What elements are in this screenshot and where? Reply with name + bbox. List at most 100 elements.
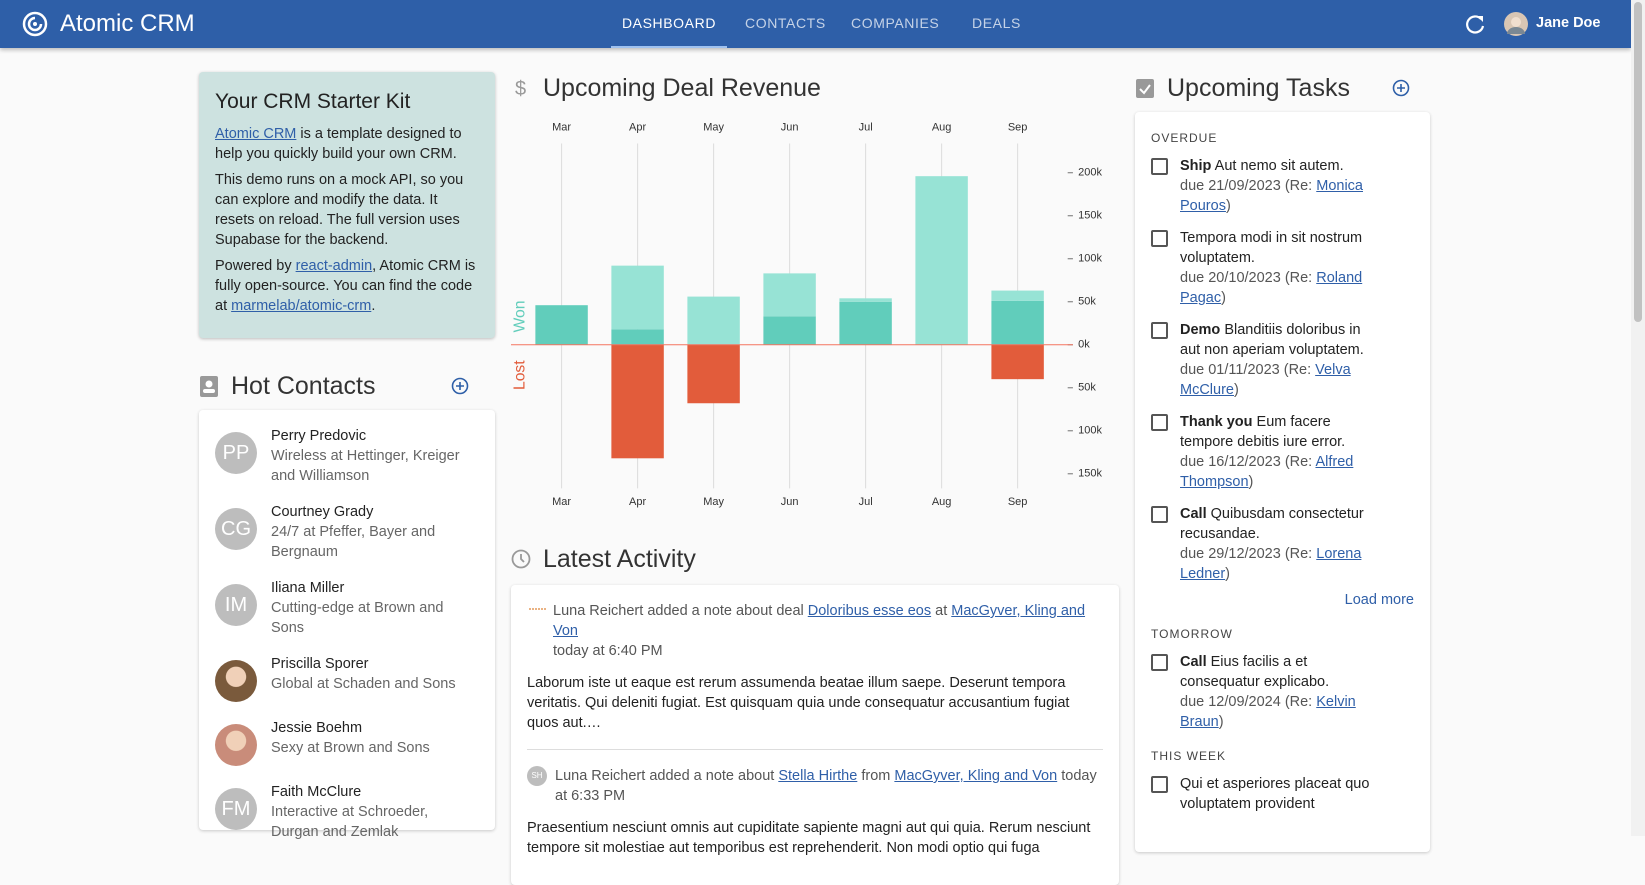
bar: [839, 298, 892, 302]
task-text: Demo Blanditiis doloribus in aut non ape…: [1180, 320, 1380, 360]
svg-text:$: $: [515, 78, 526, 100]
due-text: due 16/12/2023 (Re:: [1180, 454, 1313, 470]
checkbox[interactable]: [1151, 776, 1168, 793]
refresh-button[interactable]: [1464, 13, 1486, 35]
task-due: due 01/11/2023 (Re: Velva McClure): [1180, 360, 1380, 400]
app-bar: Atomic CRM DASHBOARD CONTACTS COMPANIES …: [0, 0, 1631, 48]
tasks-icon: [1136, 79, 1154, 98]
load-more[interactable]: Load more: [1344, 592, 1414, 608]
avatar: PP: [215, 432, 257, 474]
user-name[interactable]: Jane Doe: [1536, 15, 1601, 31]
nav-tab[interactable]: CONTACTS: [745, 15, 826, 31]
task-due: due 12/09/2024 (Re: Kelvin Braun): [1180, 692, 1380, 732]
close-paren: ): [1225, 566, 1230, 582]
contact-link[interactable]: Velva McClure: [1180, 362, 1351, 398]
task-desc: Quibusdam consectetur recusandae.: [1180, 506, 1364, 542]
bar: [763, 316, 816, 345]
contact-link[interactable]: Lorena Ledner: [1180, 546, 1362, 582]
checkbox[interactable]: [1151, 158, 1168, 175]
contact-row[interactable]: Priscilla Sporer Global at Schaden and So…: [199, 646, 495, 710]
contact-row[interactable]: PP Perry Predovic Wireless at Hettinger, K…: [199, 418, 495, 494]
checkbox[interactable]: [1151, 654, 1168, 671]
link[interactable]: Stella Hirthe: [778, 768, 858, 784]
note-body: Praesentium nesciunt omnis aut cupiditat…: [527, 820, 1091, 856]
x-tick-label: Mar: [552, 122, 571, 134]
author: Luna Reichert: [555, 768, 646, 784]
app-name[interactable]: Atomic CRM: [60, 10, 195, 37]
user-avatar[interactable]: [1504, 12, 1528, 36]
task-due: due 29/12/2023 (Re: Lorena Ledner): [1180, 544, 1380, 584]
x-tick-label: Sep: [1008, 122, 1028, 134]
close-paren: ): [1248, 474, 1254, 490]
y-tick-label: 100k: [1078, 253, 1102, 265]
checkbox[interactable]: [1151, 506, 1168, 523]
task-body: Thank you Eum facere tempore debitis iur…: [1180, 412, 1380, 492]
link[interactable]: marmelab/atomic-crm: [231, 298, 372, 314]
section-title: Upcoming Tasks: [1167, 73, 1350, 102]
contact-detail: Cutting-edge at Brown and Sons: [271, 600, 444, 636]
starter-kit: Your CRM Starter Kit Atomic CRM is a tem…: [199, 72, 495, 338]
checkbox[interactable]: [1151, 414, 1168, 431]
checkbox[interactable]: [1151, 322, 1168, 339]
link[interactable]: react-admin: [295, 258, 373, 274]
link[interactable]: MacGyver, Kling and Von: [894, 768, 1058, 784]
x-tick-label: Aug: [932, 122, 952, 134]
task-due: due 20/10/2023 (Re: Roland Pagac): [1180, 268, 1380, 308]
contact-detail: Wireless at Hettinger, Kreiger and Willi…: [271, 448, 460, 484]
page: Atomic CRM DASHBOARD CONTACTS COMPANIES …: [0, 0, 1645, 856]
task-desc: Eum facere tempore debitis iure error.: [1180, 414, 1346, 450]
add-task[interactable]: [1392, 79, 1410, 97]
x-tick-label: Jun: [781, 122, 799, 134]
text: at: [935, 603, 948, 619]
link[interactable]: Doloribus esse eos: [807, 603, 932, 619]
due-text: due 29/12/2023 (Re:: [1180, 546, 1313, 562]
x-tick-label: Mar: [552, 496, 571, 508]
due-text: due 01/11/2023 (Re:: [1180, 362, 1312, 378]
dollar-icon: $: [515, 78, 526, 100]
checkbox[interactable]: [1151, 230, 1168, 247]
contact-row[interactable]: IM Iliana Miller Cutting-edge at Brown and…: [199, 570, 495, 646]
activity-item: SH Luna Reichert added a note about Stel…: [511, 750, 1119, 874]
kit-text: This demo runs on a mock API, so you can…: [215, 172, 464, 248]
section-title: Upcoming Deal Revenue: [543, 73, 821, 102]
task-type: Ship: [1180, 158, 1212, 174]
x-tick-label: Jul: [859, 122, 873, 134]
contact-name: Iliana Miller: [271, 580, 345, 596]
contact-link[interactable]: Alfred Thompson: [1180, 454, 1354, 490]
contacts-icon: [200, 376, 218, 397]
add-contact[interactable]: [451, 377, 469, 395]
contact-link[interactable]: Monica Pouros: [1180, 178, 1363, 214]
contact-row[interactable]: Jessie Boehm Sexy at Brown and Sons: [199, 710, 495, 774]
contact-name: Priscilla Sporer: [271, 656, 369, 672]
task-text: Thank you Eum facere tempore debitis iur…: [1180, 412, 1380, 452]
text: is a template designed to help you quick…: [215, 126, 462, 162]
contact-row[interactable]: CG Courtney Grady 24/7 at Pfeffer, Bayer a…: [199, 494, 495, 570]
y-tick-label: 200k: [1078, 167, 1102, 179]
avatar-photo: [215, 660, 257, 702]
nav-tab[interactable]: DEALS: [972, 15, 1021, 31]
right-column: Upcoming Tasks OVERDUE Ship Aut nemo sit …: [1135, 70, 1430, 852]
scrollbar[interactable]: [1631, 0, 1645, 836]
nav-tab[interactable]: DASHBOARD: [611, 0, 727, 48]
avatar: SH: [527, 766, 547, 786]
link[interactable]: Atomic CRM: [215, 126, 297, 142]
link[interactable]: MacGyver, Kling and Von: [553, 603, 1086, 639]
contact-link[interactable]: Roland Pagac: [1180, 270, 1363, 306]
task: Qui et asperiores placeat quo voluptatem…: [1151, 774, 1414, 814]
activity-item: Luna Reichert added a note about deal Do…: [511, 585, 1119, 749]
y-tick-label: 50k: [1078, 296, 1096, 308]
section-header: Upcoming Tasks: [1135, 70, 1430, 106]
section-header: Hot Contacts: [199, 368, 495, 404]
task-type: Call: [1180, 654, 1207, 670]
task-body: Ship Aut nemo sit autem. due 21/09/2023 (…: [1180, 156, 1380, 216]
task-text: Qui et asperiores placeat quo voluptatem…: [1180, 774, 1380, 814]
contact-link[interactable]: Kelvin Braun: [1180, 694, 1356, 730]
task-body: Tempora modi in sit nostrum voluptatem. d…: [1180, 228, 1380, 308]
avatar: CG: [215, 508, 257, 550]
task-body: Qui et asperiores placeat quo voluptatem…: [1180, 774, 1380, 814]
task-desc: Aut nemo sit autem.: [1214, 158, 1344, 174]
divider: [527, 749, 1103, 750]
contact-info: Jessie Boehm Sexy at Brown and Sons: [271, 718, 430, 766]
contact-row[interactable]: FM Faith McClure Interactive at Schroeder,…: [199, 774, 495, 850]
nav-tab[interactable]: COMPANIES: [851, 15, 940, 31]
